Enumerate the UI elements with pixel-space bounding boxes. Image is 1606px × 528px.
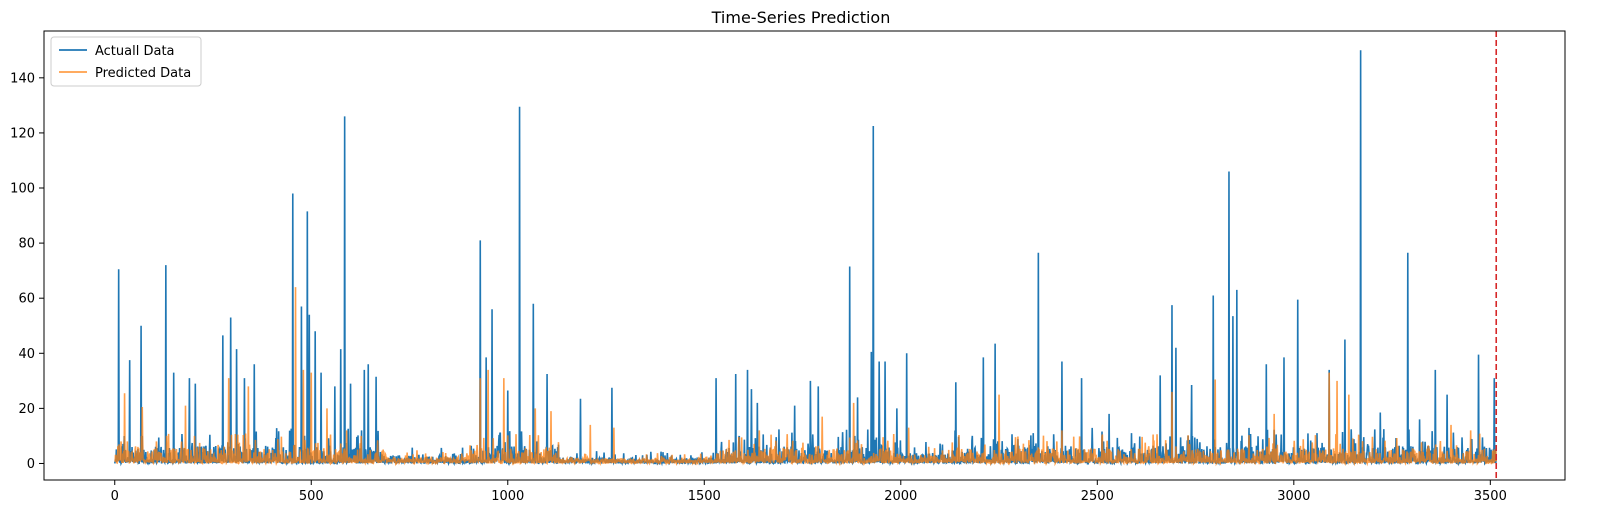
plot-area	[113, 31, 1498, 480]
y-tick-label: 20	[18, 402, 35, 417]
y-tick-label: 140	[10, 71, 35, 86]
legend-label: Predicted Data	[95, 66, 191, 81]
y-tick-label: 0	[27, 457, 35, 472]
y-tick-label: 100	[10, 182, 35, 197]
y-tick-label: 40	[18, 347, 35, 362]
legend: Actuall Data Predicted Data	[50, 36, 202, 87]
x-tick-label: 3500	[1474, 489, 1507, 504]
chart-title: Time-Series Prediction	[711, 8, 891, 27]
axes: 0 500 1000 1500 2000 2500 3000 3500 0 20 40 60 80 100…	[10, 30, 1566, 504]
y-tick-label: 120	[10, 126, 35, 141]
x-tick-label: 0	[111, 489, 119, 504]
x-tick-label: 2000	[884, 489, 917, 504]
x-tick-label: 500	[299, 489, 324, 504]
x-tick-label: 3000	[1277, 489, 1310, 504]
series-line-predicted	[114, 287, 1498, 467]
x-tick-label: 1500	[688, 489, 721, 504]
y-tick-label: 60	[18, 292, 35, 307]
legend-label: Actuall Data	[95, 44, 175, 59]
y-tick-label: 80	[18, 237, 35, 252]
x-tick-label: 2500	[1081, 489, 1114, 504]
x-tick-label: 1000	[491, 489, 524, 504]
plot-frame	[43, 30, 1566, 481]
series-line-actual	[113, 50, 1498, 467]
legend-box	[50, 36, 202, 87]
